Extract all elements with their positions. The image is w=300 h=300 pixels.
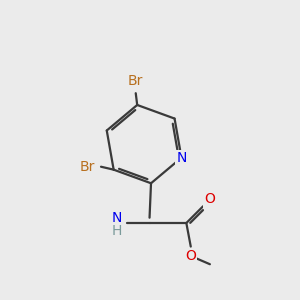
Text: N: N <box>176 151 187 165</box>
Text: O: O <box>185 249 196 263</box>
Text: Br: Br <box>80 160 95 174</box>
Text: N: N <box>112 211 122 225</box>
Text: H: H <box>112 224 122 238</box>
Text: O: O <box>205 193 215 206</box>
Text: Br: Br <box>128 74 143 88</box>
